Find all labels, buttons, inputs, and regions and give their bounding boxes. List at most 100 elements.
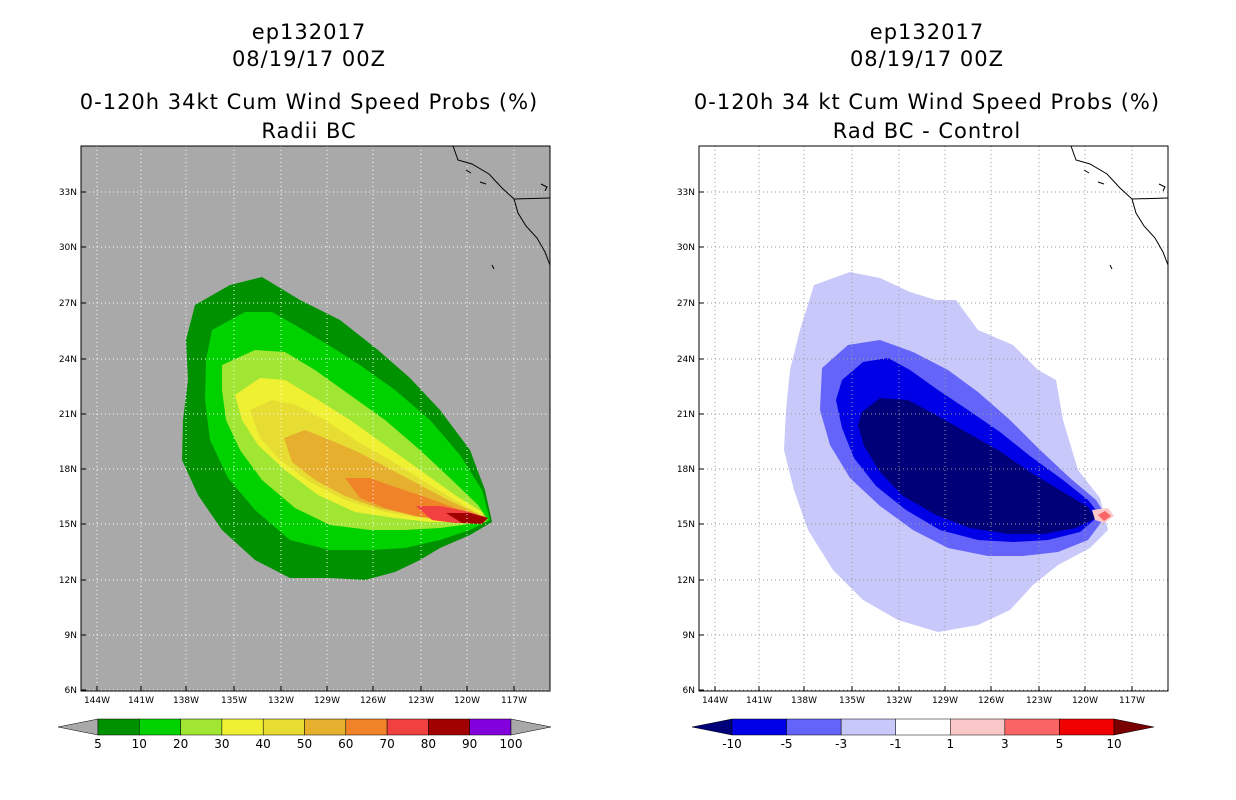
colorbar-label: 100 — [500, 737, 523, 751]
map-border — [698, 145, 1169, 692]
island-outline — [491, 264, 495, 270]
lat-tick-label: 24N — [677, 355, 695, 365]
contour-pos3-peak — [1098, 511, 1111, 521]
map-frame: 33N 30N 27N 24N 21N 18N 15N 12N 9N 6N 144W 141W 138W… — [59, 145, 551, 706]
colorbar-label: 10 — [132, 737, 147, 751]
colorbar-label: 20 — [173, 737, 188, 751]
lat-tick-label: 30N — [59, 243, 77, 253]
lat-tick-label: 9N — [65, 631, 77, 641]
colorbar-label: 60 — [338, 737, 353, 751]
right-datetime: 08/19/17 00Z — [849, 47, 1005, 71]
contour-below-neg10 — [858, 398, 1096, 534]
colorbar-swatch — [139, 718, 181, 736]
island-outline — [465, 169, 472, 174]
right-title: 0-120h 34 kt Cum Wind Speed Probs (%) — [693, 90, 1161, 114]
colorbar-swatch — [180, 718, 223, 736]
colorbar-over-triangle — [1113, 718, 1155, 736]
colorbar-label: -1 — [890, 737, 902, 751]
lon-tick-label: 135W — [839, 696, 865, 706]
colorbar: 5 10 20 30 40 50 60 70 80 90 100 — [57, 718, 552, 751]
colorbar-label: 90 — [462, 737, 477, 751]
lon-tick-label: 120W — [1072, 696, 1098, 706]
colorbar-swatch — [786, 718, 842, 736]
island-outline — [1158, 183, 1166, 192]
lat-tick-label: 30N — [677, 243, 695, 253]
right-storm-id: ep132017 — [869, 20, 985, 44]
map-frame: 33N 30N 27N 24N 21N 18N 15N 12N 9N 6N 144W 141W 138W… — [677, 145, 1169, 706]
colorbar-label: 80 — [421, 737, 436, 751]
left-subtitle: Radii BC — [261, 119, 357, 143]
left-storm-id: ep132017 — [251, 20, 367, 44]
island-outline — [479, 181, 487, 185]
colorbar-swatch — [428, 718, 470, 736]
colorbar-over-triangle — [510, 718, 552, 736]
probability-contours — [182, 277, 492, 580]
lon-tick-label: 117W — [1119, 696, 1145, 706]
colorbar-swatch — [97, 718, 140, 736]
colorbar-swatch — [345, 718, 388, 736]
colorbar-swatch — [221, 718, 264, 736]
lon-tick-label: 138W — [791, 696, 817, 706]
colorbar-swatch — [386, 718, 429, 736]
colorbar-label: 40 — [256, 737, 271, 751]
island-outline — [1097, 181, 1105, 185]
left-datetime: 08/19/17 00Z — [231, 47, 387, 71]
left-title: 0-120h 34kt Cum Wind Speed Probs (%) — [79, 90, 539, 114]
lat-tick-label: 24N — [59, 355, 77, 365]
lat-tick-label: 18N — [677, 465, 695, 475]
colorbar-label: -5 — [781, 737, 793, 751]
lat-tick-label: 27N — [59, 299, 77, 309]
lon-tick-label: 126W — [978, 696, 1004, 706]
lon-tick-label: 138W — [173, 696, 199, 706]
island-outline — [1083, 169, 1090, 174]
lat-tick-label: 18N — [59, 465, 77, 475]
colorbar-swatch — [469, 718, 512, 736]
lon-tick-label: 144W — [84, 696, 110, 706]
lat-tick-label: 12N — [59, 576, 77, 586]
lat-tick-label: 21N — [59, 410, 77, 420]
island-outline — [540, 183, 548, 192]
lon-tick-label: 126W — [360, 696, 386, 706]
island-outline — [1109, 264, 1113, 270]
colorbar-swatch — [1059, 718, 1115, 736]
lat-tick-label: 21N — [677, 410, 695, 420]
colorbar-label: 1 — [946, 737, 954, 751]
colorbar-label: 3 — [1001, 737, 1009, 751]
lon-tick-label: 144W — [702, 696, 728, 706]
colorbar-under-triangle — [691, 718, 733, 736]
lon-tick-label: 129W — [932, 696, 958, 706]
lat-tick-label: 33N — [677, 188, 695, 198]
colorbar: -10 -5 -3 -1 1 3 5 10 — [691, 718, 1155, 751]
lon-tick-label: 120W — [454, 696, 480, 706]
lat-tick-label: 15N — [677, 520, 695, 530]
right-difference-map: 33N 30N 27N 24N 21N 18N 15N 12N 9N 6N 144W 141W 138W… — [677, 145, 1169, 751]
lon-tick-label: 141W — [746, 696, 772, 706]
colorbar-label: 5 — [94, 737, 102, 751]
colorbar-swatch — [731, 718, 787, 736]
lon-tick-label: 123W — [408, 696, 434, 706]
lat-tick-label: 12N — [677, 576, 695, 586]
lat-tick-label: 15N — [59, 520, 77, 530]
lon-tick-label: 141W — [128, 696, 154, 706]
border-line — [513, 197, 551, 200]
lon-tick-label: 123W — [1026, 696, 1052, 706]
lon-tick-label: 132W — [886, 696, 912, 706]
colorbar-label: 70 — [379, 737, 394, 751]
lat-tick-label: 27N — [677, 299, 695, 309]
lon-tick-label: 135W — [221, 696, 247, 706]
lat-tick-label: 6N — [65, 686, 77, 696]
colorbar-under-triangle — [57, 718, 99, 736]
contour-50 — [284, 430, 478, 520]
colorbar-swatch — [304, 718, 347, 736]
colorbar-label: 5 — [1056, 737, 1064, 751]
right-panel: ep132017 08/19/17 00Z 0-120h 34 kt Cum W… — [618, 0, 1236, 800]
colorbar-label: -10 — [722, 737, 742, 751]
border-line — [1131, 197, 1169, 200]
map-border — [80, 145, 551, 692]
left-panel: ep132017 08/19/17 00Z 0-120h 34kt Cum Wi… — [57, 20, 552, 751]
colorbar-label: 50 — [297, 737, 312, 751]
lon-tick-label: 132W — [268, 696, 294, 706]
colorbar-swatch — [895, 718, 951, 736]
lat-tick-label: 6N — [683, 686, 695, 696]
colorbar-swatch — [262, 718, 305, 736]
